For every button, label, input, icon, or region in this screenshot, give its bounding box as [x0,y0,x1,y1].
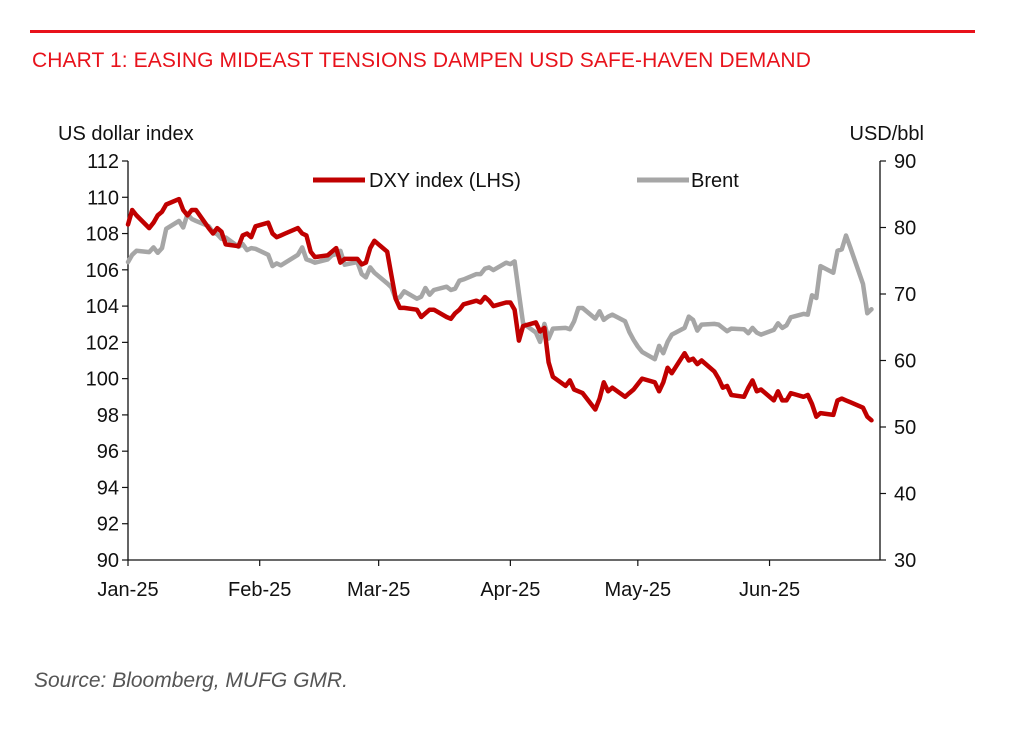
x-tick-label: Jun-25 [739,579,800,601]
legend-brent-label: Brent [691,170,739,192]
left-tick-label: 104 [86,296,119,318]
left-tick-label: 112 [87,151,119,173]
axes: 112 110 108 106 104 102 100 98 96 94 92 90 90 80 70 60 5… [86,151,917,601]
brent-series-line [125,211,874,362]
right-axis-title: USD/bbl [850,123,924,145]
series-layer [125,196,874,423]
x-tick-label: Jan-25 [97,579,158,601]
left-tick-label: 102 [86,332,119,354]
title-rule [30,30,975,33]
left-tick-label: 108 [86,224,119,246]
left-tick-label: 94 [97,477,119,499]
legend: DXY index (LHS) Brent [313,170,739,192]
x-tick-label: Apr-25 [480,579,540,601]
x-tick-label: May-25 [604,579,671,601]
left-tick-label: 106 [86,260,119,282]
right-tick-label: 60 [894,351,916,373]
left-tick-label: 110 [87,187,119,209]
dxy-series-line [125,196,874,423]
right-tick-label: 70 [894,284,916,306]
source-note: Source: Bloomberg, MUFG GMR. [34,669,348,692]
right-tick-label: 50 [894,417,916,439]
x-tick-label: Feb-25 [228,579,291,601]
legend-dxy-label: DXY index (LHS) [369,170,521,192]
chart-title: CHART 1: EASING MIDEAST TENSIONS DAMPEN … [32,49,811,72]
left-tick-label: 98 [97,405,119,427]
left-axis-title: US dollar index [58,123,194,145]
right-tick-label: 90 [894,151,916,173]
right-tick-label: 30 [894,550,916,572]
right-tick-label: 80 [894,218,916,240]
left-tick-label: 92 [97,514,119,536]
left-tick-label: 96 [97,441,119,463]
left-tick-label: 100 [86,369,119,391]
left-tick-label: 90 [97,550,119,572]
x-tick-label: Mar-25 [347,579,410,601]
right-tick-label: 40 [894,484,916,506]
